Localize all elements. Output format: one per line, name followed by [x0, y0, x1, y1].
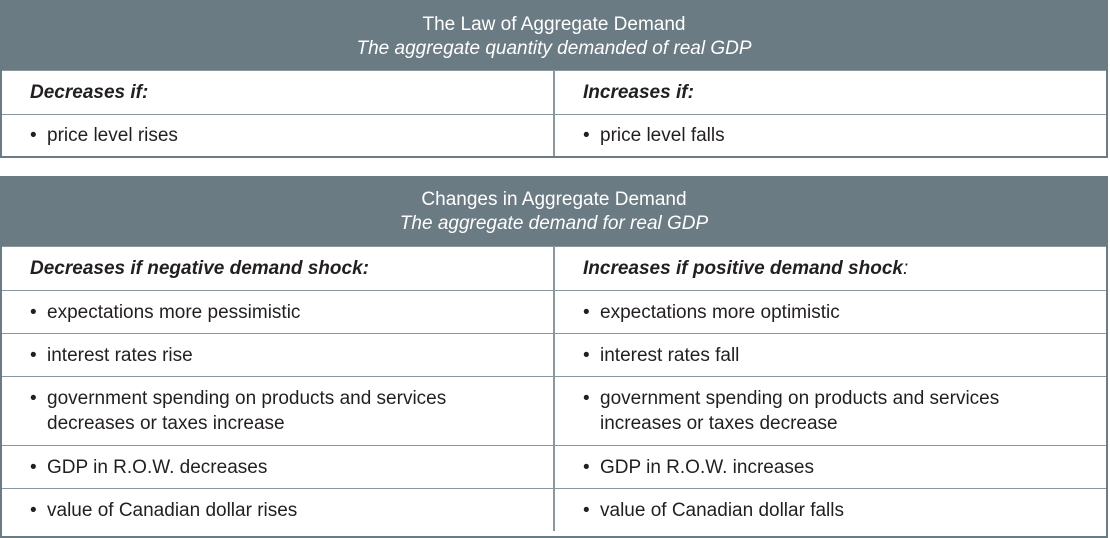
- changes-in-aggregate-demand-table: Changes in Aggregate Demand The aggregat…: [0, 176, 1108, 538]
- table-row: • price level rises • price level falls: [2, 114, 1106, 156]
- increase-item-line2: increases or taxes decrease: [600, 413, 838, 434]
- bullet: •: [583, 499, 590, 521]
- list-item: • value of Canadian dollar falls: [583, 498, 1106, 523]
- changes-table-title: Changes in Aggregate Demand: [421, 189, 687, 210]
- decrease-item-line2: decreases or taxes increase: [47, 413, 285, 434]
- bullet: •: [30, 456, 37, 478]
- law-table-header: The Law of Aggregate Demand The aggregat…: [2, 2, 1106, 70]
- decrease-item: government spending on products and serv…: [47, 386, 446, 436]
- bullet: •: [30, 125, 37, 146]
- law-of-aggregate-demand-table: The Law of Aggregate Demand The aggregat…: [0, 0, 1108, 158]
- bullet: •: [30, 388, 37, 409]
- bullet: •: [583, 344, 590, 366]
- increase-item: government spending on products and serv…: [600, 386, 999, 436]
- decrease-item-line1: government spending on products and serv…: [47, 388, 447, 409]
- changes-table-header: Changes in Aggregate Demand The aggregat…: [2, 178, 1106, 246]
- list-item: • expectations more pessimistic: [30, 300, 553, 325]
- decrease-item: value of Canadian dollar rises: [47, 499, 298, 521]
- law-table-subtitle: The aggregate quantity demanded of real …: [356, 38, 752, 59]
- list-item: • government spending on products and se…: [583, 386, 1106, 436]
- bullet: •: [30, 344, 37, 366]
- header-colon: :: [902, 258, 909, 279]
- changes-increases-header-text: Increases if positive demand shock: [583, 258, 903, 279]
- bullet: •: [30, 499, 37, 521]
- list-item: • price level falls: [583, 123, 1106, 148]
- list-item: • price level rises: [30, 123, 553, 148]
- list-item: • value of Canadian dollar rises: [30, 498, 553, 523]
- bullet: •: [583, 388, 590, 409]
- changes-increases-header: Increases if positive demand shock:: [555, 247, 1106, 290]
- decrease-item: interest rates rise: [47, 344, 193, 366]
- list-item: • GDP in R.O.W. decreases: [30, 455, 553, 480]
- bullet: •: [583, 125, 590, 146]
- list-item: • GDP in R.O.W. increases: [583, 455, 1106, 480]
- changes-table-subtitle: The aggregate demand for real GDP: [399, 213, 709, 234]
- increase-item: expectations more optimistic: [600, 301, 840, 323]
- law-table-title: The Law of Aggregate Demand: [422, 14, 686, 35]
- list-item: • expectations more optimistic: [583, 300, 1106, 325]
- list-item: • government spending on products and se…: [30, 386, 553, 436]
- table-row: • government spending on products and se…: [2, 376, 1106, 445]
- table-row: • GDP in R.O.W. decreases • GDP in R.O.W…: [2, 445, 1106, 488]
- bullet: •: [583, 301, 590, 323]
- changes-table-column-headers: Decreases if negative demand shock: Incr…: [2, 246, 1106, 290]
- increase-item: value of Canadian dollar falls: [600, 499, 844, 521]
- changes-decreases-header: Decreases if negative demand shock:: [2, 247, 555, 290]
- table-row: • interest rates rise • interest rates f…: [2, 333, 1106, 376]
- increase-item: interest rates fall: [600, 344, 740, 366]
- increase-item: GDP in R.O.W. increases: [600, 456, 814, 478]
- law-decreases-header: Decreases if:: [2, 71, 555, 114]
- increase-item-line1: government spending on products and serv…: [600, 388, 1000, 409]
- decrease-item: GDP in R.O.W. decreases: [47, 456, 268, 478]
- list-item: • interest rates rise: [30, 343, 553, 368]
- bullet: •: [30, 301, 37, 323]
- law-table-column-headers: Decreases if: Increases if:: [2, 70, 1106, 114]
- law-increases-header: Increases if:: [583, 82, 694, 103]
- table-row: • expectations more pessimistic • expect…: [2, 290, 1106, 333]
- law-decrease-item: price level rises: [47, 125, 178, 146]
- table-row: • value of Canadian dollar rises • value…: [2, 488, 1106, 531]
- law-increase-item: price level falls: [600, 125, 725, 146]
- list-item: • interest rates fall: [583, 343, 1106, 368]
- decrease-item: expectations more pessimistic: [47, 301, 301, 323]
- bullet: •: [583, 456, 590, 478]
